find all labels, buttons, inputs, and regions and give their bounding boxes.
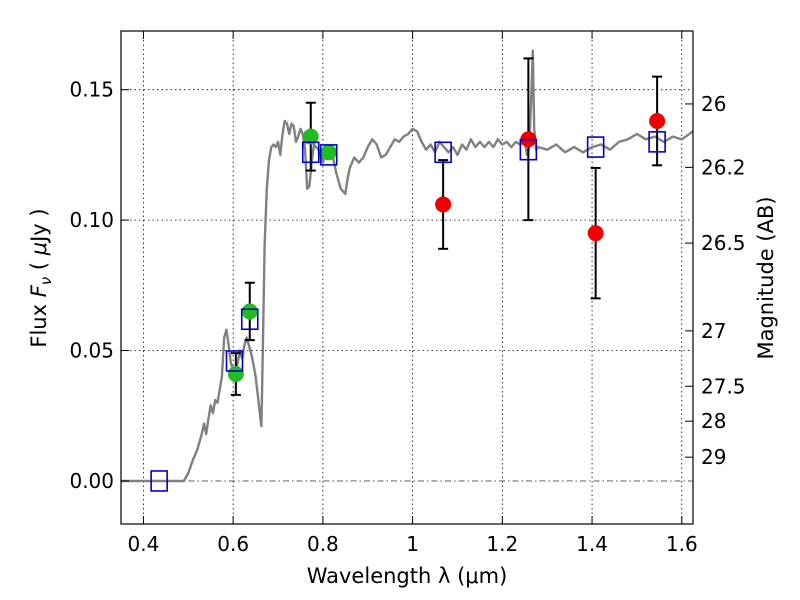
x-tick-label: 1.6 — [666, 532, 698, 556]
x-tick-label: 1.2 — [486, 532, 518, 556]
y-axis-label-part: Flux — [27, 297, 51, 347]
y-axis-label-part: Jy ) — [27, 208, 51, 244]
photometry-point — [649, 112, 666, 129]
model-photometry-square — [301, 141, 320, 164]
plot-background — [121, 31, 693, 524]
mag-tick-label: 26.5 — [701, 231, 746, 255]
x-axis-label: Wavelength λ (μm) — [307, 564, 508, 588]
mag-tick-label: 27.5 — [701, 374, 746, 398]
x-tick-label: 0.6 — [217, 532, 249, 556]
mag-tick-label: 27 — [701, 319, 726, 343]
photometry-point — [435, 196, 452, 213]
y-axis-label-part: ( — [27, 255, 51, 277]
plot-frame — [120, 30, 694, 525]
photometry-point — [227, 366, 244, 383]
mag-tick-label: 26.2 — [701, 155, 746, 179]
y-tick-label: 0.00 — [69, 469, 114, 493]
x-tick-label: 0.8 — [307, 532, 339, 556]
y2-axis-label: Magnitude (AB) — [754, 196, 778, 359]
model-photometry-square — [519, 138, 538, 161]
model-photometry-square — [240, 308, 259, 331]
mag-tick-label: 29 — [701, 445, 726, 469]
grid-lines — [121, 31, 693, 524]
model-spectrum-line — [121, 49, 694, 483]
y-axis-label: Flux Fν ( μJy ) — [27, 208, 55, 347]
x-tick-label: 1.4 — [576, 532, 608, 556]
y-axis-label-part: F — [27, 284, 51, 297]
model-photometry-square — [225, 350, 244, 372]
y-axis-label-part: μ — [27, 242, 51, 256]
magnitude-axis: 26 26.2 26.5 27 27.5 28 29 — [685, 92, 746, 469]
mag-tick-label: 28 — [701, 409, 726, 433]
y-axis: 0.00 0.05 0.10 0.15 — [69, 78, 129, 493]
photometry-point — [320, 144, 337, 161]
x-tick-label: 1 — [406, 532, 419, 556]
model-photometry-square — [150, 470, 168, 492]
y-tick-label: 0.15 — [69, 78, 114, 102]
photometry-point — [587, 225, 604, 242]
x-tick-label: 0.4 — [128, 532, 160, 556]
x-axis: 0.4 0.6 0.8 1 1.2 1.4 1.6 — [128, 31, 698, 556]
photometry-point — [241, 303, 258, 320]
y-tick-label: 0.10 — [69, 208, 114, 232]
y-tick-label: 0.05 — [69, 339, 114, 363]
photometry-point — [302, 128, 319, 145]
mag-tick-label: 26 — [701, 92, 726, 116]
model-photometry-square — [434, 141, 452, 164]
model-photometry-square — [648, 131, 666, 153]
series-layer — [121, 49, 694, 492]
y-axis-label-part: ν — [37, 277, 55, 285]
model-photometry-square — [586, 136, 605, 158]
model-photometry-square — [319, 144, 338, 166]
